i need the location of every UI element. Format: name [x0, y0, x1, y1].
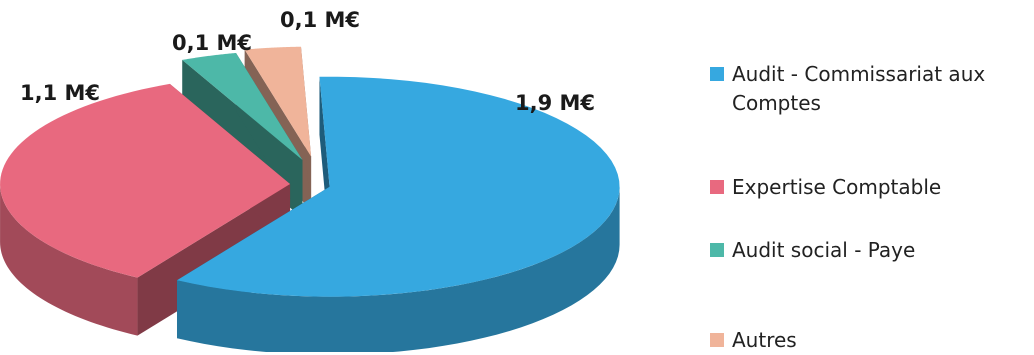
pie-slice-side-expertise	[0, 184, 138, 336]
pie-chart-plot: 1,9 M€ 1,1 M€ 0,1 M€ 0,1 M€	[0, 8, 620, 352]
legend-label-autres: Autres	[732, 328, 797, 352]
legend-swatch-audit-cac	[710, 67, 724, 81]
legend-item-autres: Autres	[710, 326, 1032, 355]
pie-slice-top-audit-cac	[176, 76, 620, 297]
data-label-audit-social: 0,1 M€	[172, 31, 252, 55]
legend-swatch-audit-social	[710, 243, 724, 257]
data-label-audit-cac: 1,9 M€	[515, 91, 595, 115]
pie-slice-audit-cac	[176, 76, 620, 352]
pie-slice-top-autres	[244, 46, 312, 157]
legend-label-expertise: Expertise Comptable	[732, 175, 942, 199]
pie-slice-top-expertise	[0, 83, 291, 278]
legend-swatch-expertise	[710, 180, 724, 194]
pie-slice-top-audit-social	[182, 52, 303, 161]
slices-layer	[0, 46, 620, 352]
data-labels: 1,9 M€ 1,1 M€ 0,1 M€ 0,1 M€	[20, 8, 595, 115]
legend-swatch-autres	[710, 333, 724, 347]
data-label-autres: 0,1 M€	[280, 8, 360, 32]
pie-slice-side-audit-cac	[176, 186, 620, 352]
legend-label-audit-social: Audit social - Paye	[732, 238, 916, 262]
data-label-expertise: 1,1 M€	[20, 81, 100, 105]
legend-label-audit-cac: Audit - Commissariat aux Comptes	[732, 62, 986, 115]
legend-item-audit-social: Audit social - Paye	[710, 236, 1032, 265]
legend-item-audit-cac: Audit - Commissariat aux Comptes	[710, 60, 1032, 118]
legend-item-expertise: Expertise Comptable	[710, 173, 1032, 202]
